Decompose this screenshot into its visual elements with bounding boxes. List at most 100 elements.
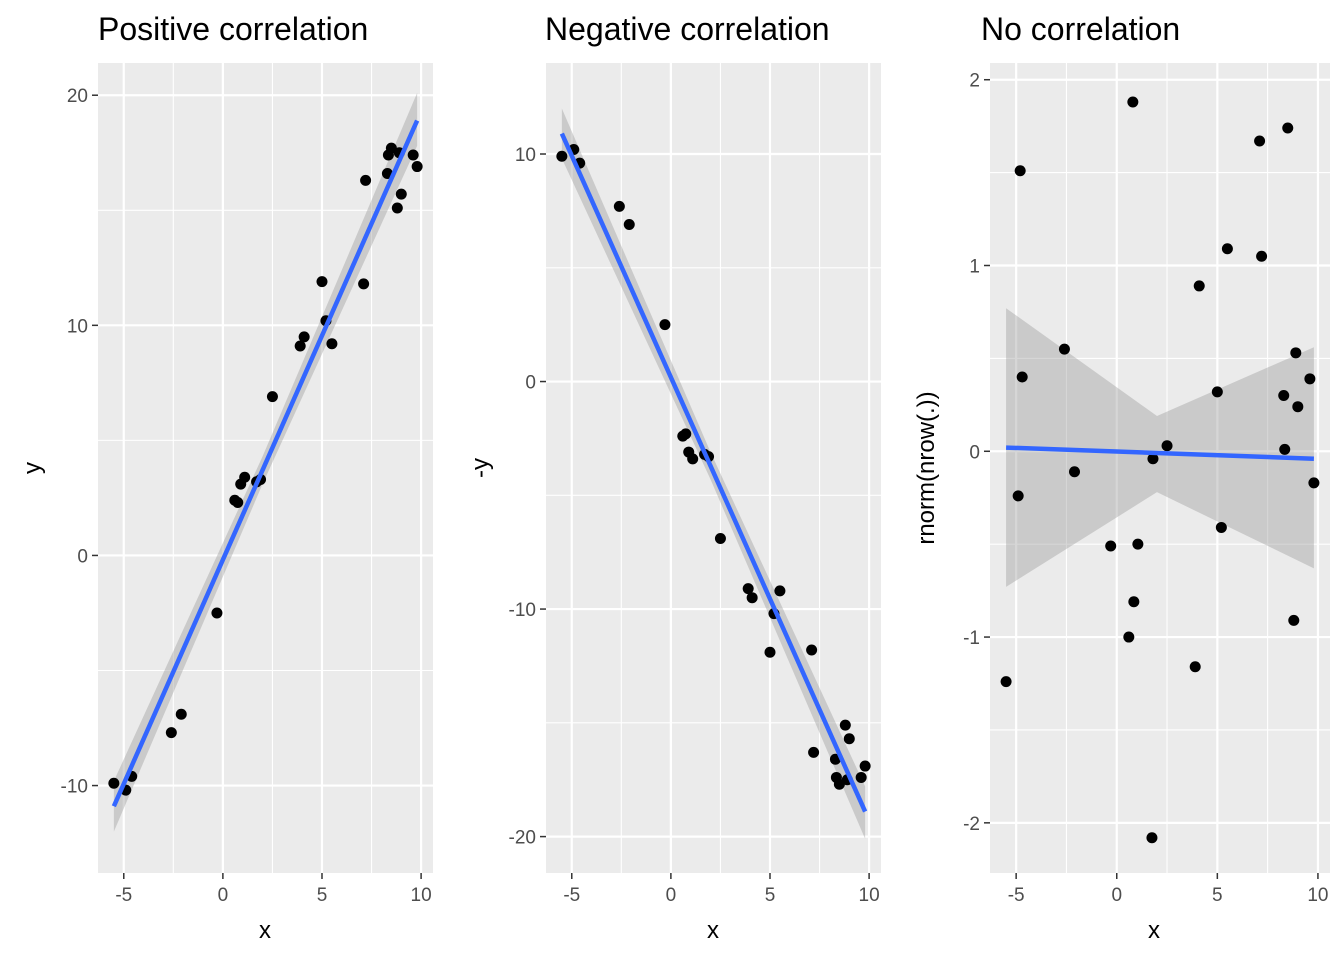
data-point (266, 391, 278, 403)
data-point (1292, 401, 1304, 413)
data-point (556, 150, 568, 162)
x-tick-label: 0 (666, 885, 677, 906)
regression-line (111, 119, 420, 808)
x-axis-title: x (1148, 917, 1160, 944)
y-tick-label: 1 (969, 257, 980, 278)
data-point (411, 161, 423, 173)
data-point (1000, 676, 1012, 688)
data-point (806, 644, 818, 656)
y-axis-title: y (19, 462, 46, 474)
data-point (298, 331, 310, 343)
regression-line (1006, 445, 1314, 461)
data-point (360, 174, 372, 186)
y-tick-label: -20 (509, 828, 536, 849)
data-point (1221, 243, 1233, 255)
data-point (1068, 466, 1080, 478)
data-point (1215, 521, 1227, 533)
data-point (108, 777, 120, 789)
data-point (1282, 122, 1294, 134)
data-point (165, 727, 177, 739)
y-tick-label: 2 (969, 71, 980, 92)
data-point (395, 188, 407, 200)
x-tick-label: 0 (1111, 885, 1122, 906)
data-point (1012, 490, 1024, 502)
data-point (1014, 165, 1026, 177)
data-point (1288, 614, 1300, 626)
data-point (1058, 343, 1070, 355)
negative-correlation-panel: -5 0 5 10 -20 -10 0 10 Negative correlation x -… (467, 11, 881, 944)
data-point (1290, 347, 1302, 359)
y-axis-title: rnorm(nrow(.)) (913, 391, 940, 544)
data-point (1147, 453, 1159, 465)
data-point (687, 453, 699, 465)
data-point (1127, 96, 1139, 108)
x-tick-label: 5 (317, 885, 328, 906)
data-point (407, 149, 419, 161)
data-point (391, 202, 403, 214)
data-point (316, 276, 328, 288)
y-tick-label: 0 (77, 546, 88, 567)
y-tick-label: -1 (963, 628, 980, 649)
data-point (1256, 250, 1268, 262)
data-point (1016, 371, 1028, 383)
no-correlation-panel: -5 0 5 10 -2 -1 0 1 2 No correlation x rnorm(nro… (913, 11, 1330, 944)
x-tick-label: -5 (115, 885, 132, 906)
data-point (1279, 443, 1291, 455)
data-point (1278, 390, 1290, 402)
data-point (358, 278, 370, 290)
y-axis-title: -y (467, 458, 494, 478)
data-point (843, 733, 855, 745)
panel-title: No correlation (981, 11, 1180, 47)
positive-correlation-panel: -5 0 5 10 -10 0 10 20 Positive correlation x y (19, 11, 433, 944)
data-point (1161, 440, 1173, 452)
panel-background (990, 63, 1330, 873)
data-point (211, 607, 223, 619)
data-point (239, 471, 251, 483)
data-point (1128, 596, 1140, 608)
data-point (1123, 631, 1135, 643)
y-tick-label: 20 (67, 86, 88, 107)
y-tick-label: -2 (963, 814, 980, 835)
data-point (714, 533, 726, 545)
y-tick-label: -10 (509, 600, 536, 621)
x-tick-label: 0 (218, 885, 229, 906)
y-tick-label: 0 (525, 373, 536, 394)
data-point (175, 708, 187, 720)
data-point (1304, 373, 1316, 385)
data-point (385, 142, 397, 154)
data-point (774, 585, 786, 597)
data-point (1132, 538, 1144, 550)
x-tick-label: -5 (563, 885, 580, 906)
x-axis-title: x (707, 917, 719, 944)
data-point (680, 428, 692, 440)
y-tick-label: -10 (61, 777, 88, 798)
data-point (1211, 386, 1223, 398)
data-point (808, 746, 820, 758)
data-point (1189, 661, 1201, 673)
data-point (764, 646, 776, 658)
data-point (839, 719, 851, 731)
x-tick-label: 5 (1212, 885, 1223, 906)
data-point (1254, 135, 1266, 147)
x-tick-label: 5 (765, 885, 776, 906)
regression-line (559, 132, 868, 813)
data-point (742, 583, 754, 595)
y-tick-label: 10 (67, 316, 88, 337)
data-point (294, 340, 306, 352)
y-tick-label: 0 (969, 442, 980, 463)
x-axis-title: x (259, 917, 271, 944)
data-point (855, 771, 867, 783)
x-tick-label: 10 (1307, 885, 1328, 906)
data-point (232, 497, 244, 509)
data-point (659, 319, 671, 331)
data-point (1105, 540, 1117, 552)
panel-title: Negative correlation (545, 11, 830, 47)
confidence-band (1006, 308, 1314, 587)
data-point (1193, 280, 1205, 292)
data-point (1308, 477, 1320, 489)
data-point (623, 219, 635, 231)
panel-title: Positive correlation (98, 11, 368, 47)
data-point (613, 200, 625, 212)
data-point (746, 592, 758, 604)
